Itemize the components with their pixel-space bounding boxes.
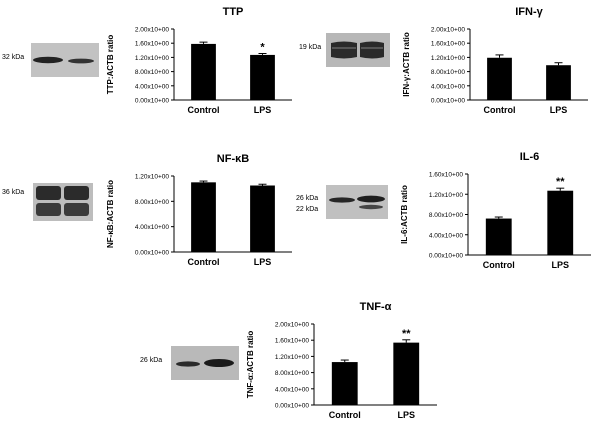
bar — [487, 57, 512, 100]
x-tick-label: LPS — [551, 260, 569, 270]
y-tick-label: 1.20x10+00 — [275, 354, 310, 361]
y-tick-label: 2.00x10+00 — [275, 322, 310, 329]
y-tick-label: 1.20x10+00 — [431, 55, 466, 62]
bar — [393, 342, 420, 405]
y-tick-label: 8.00x10+00 — [135, 199, 170, 206]
y-tick-label: 4.00x10+00 — [275, 386, 310, 393]
chart-title: IFN-γ — [515, 6, 543, 18]
y-tick-label: 4.00x10+00 — [429, 232, 464, 239]
x-tick-label: Control — [484, 105, 516, 115]
blot-label-kda: 22 kDa — [296, 206, 319, 213]
blot-label-kda: 32 kDa — [2, 54, 25, 61]
bar — [331, 362, 358, 405]
bar — [485, 218, 512, 255]
y-axis-label: IFN-γ:ACTB ratio — [402, 32, 411, 97]
y-axis-label: NF-κB:ACTB ratio — [106, 180, 115, 248]
y-tick-label: 8.00x10+00 — [431, 69, 466, 76]
x-tick-label: LPS — [397, 410, 415, 420]
y-tick-label: 2.00x10+00 — [431, 27, 466, 34]
x-tick-label: Control — [483, 260, 515, 270]
y-tick-label: 1.60x10+00 — [431, 41, 466, 48]
bar — [191, 182, 216, 252]
chart-ifng: IFN-γ IFN-γ:ACTB ratio 0.00x10+00 4.00x10+0… — [402, 6, 588, 115]
y-tick-label: 1.20x10+00 — [429, 192, 464, 199]
y-tick-label: 0.00x10+00 — [135, 98, 170, 105]
chart-title: IL-6 — [520, 151, 540, 163]
y-axis-label: TNF-α:ACTB ratio — [246, 331, 255, 399]
x-tick-label: Control — [329, 410, 361, 420]
x-tick-label: Control — [188, 105, 220, 115]
chart-title: TNF-α — [360, 301, 392, 313]
y-tick-label: 4.00x10+00 — [135, 224, 170, 231]
y-tick-label: 1.60x10+00 — [429, 172, 464, 179]
bar — [191, 43, 216, 100]
chart-ttp: TTP TTP:ACTB ratio 0.00x10+00 4.00x10+00 8.0… — [106, 6, 292, 115]
y-tick-label: 1.60x10+00 — [275, 338, 310, 345]
blot-label-kda: 26 kDa — [140, 357, 163, 364]
y-tick-label: 1.20x10+00 — [135, 55, 170, 62]
y-axis-label: IL-6:ACTB ratio — [400, 185, 409, 244]
y-axis-label: TTP:ACTB ratio — [106, 35, 115, 95]
y-tick-label: 0.00x10+00 — [275, 403, 310, 410]
y-tick-label: 4.00x10+00 — [135, 83, 170, 90]
blot-label-kda: 26 kDa — [296, 195, 319, 202]
x-tick-label: Control — [188, 257, 220, 267]
western-blot-tnfa — [171, 346, 239, 380]
chart-tnfa: TNF-α TNF-α:ACTB ratio 0.00x10+00 4.00x10+0… — [246, 301, 437, 420]
y-tick-label: 1.60x10+00 — [135, 41, 170, 48]
x-tick-label: LPS — [550, 105, 568, 115]
y-tick-label: 8.00x10+00 — [135, 69, 170, 76]
chart-title: NF-κB — [217, 153, 249, 165]
y-tick-label: 8.00x10+00 — [429, 212, 464, 219]
bar — [250, 54, 275, 100]
chart-title: TTP — [223, 6, 244, 18]
blot-label-kda: 36 kDa — [2, 189, 25, 196]
chart-il6: IL-6 IL-6:ACTB ratio 0.00x10+00 4.00x10+00 8… — [400, 151, 591, 270]
bar — [250, 185, 275, 252]
y-tick-label: 0.00x10+00 — [135, 250, 170, 257]
bar — [547, 190, 574, 255]
x-tick-label: LPS — [254, 257, 272, 267]
western-blot-il6 — [326, 185, 388, 219]
bar — [546, 65, 571, 100]
y-tick-label: 0.00x10+00 — [431, 98, 466, 105]
western-blot-ttp — [31, 43, 99, 77]
y-tick-label: 2.00x10+00 — [135, 27, 170, 34]
significance-marker: ** — [556, 176, 565, 188]
y-tick-label: 0.00x10+00 — [429, 253, 464, 260]
chart-nfkb: NF-κB NF-κB:ACTB ratio 0.00x10+00 4.00x10+0… — [106, 153, 292, 267]
significance-marker: * — [260, 41, 265, 53]
y-tick-label: 8.00x10+00 — [275, 370, 310, 377]
blot-label-kda: 19 kDa — [299, 44, 322, 51]
x-tick-label: LPS — [254, 105, 272, 115]
y-tick-label: 1.20x10+00 — [135, 174, 170, 181]
western-blot-nfkb — [33, 183, 93, 221]
significance-marker: ** — [402, 328, 411, 340]
y-tick-label: 4.00x10+00 — [431, 83, 466, 90]
western-blot-ifng — [326, 33, 390, 67]
